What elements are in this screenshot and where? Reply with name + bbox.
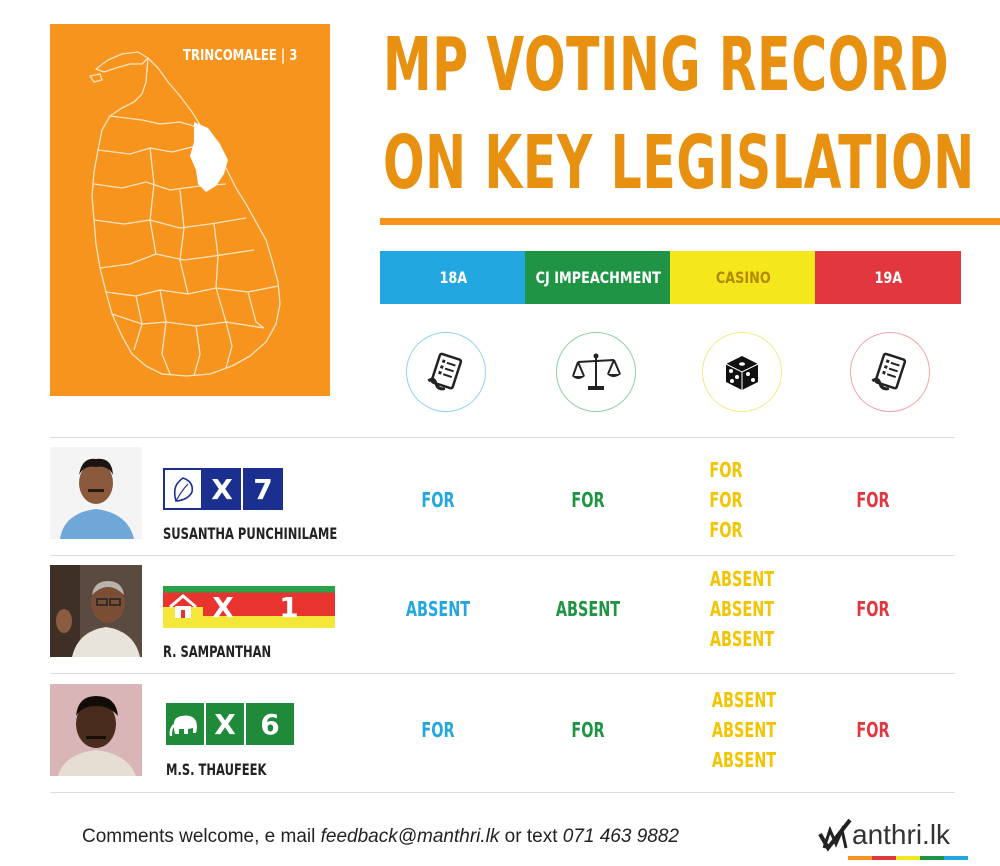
vote-19a: FOR — [856, 488, 890, 512]
district-label: TRINCOMALEE | 3 — [183, 46, 298, 64]
district-map-panel: TRINCOMALEE | 3 — [50, 24, 330, 396]
logo-text: anthri.lk — [852, 819, 951, 850]
row-divider — [50, 792, 955, 793]
vote-18a: ABSENT — [405, 597, 471, 621]
checkmark-m-icon — [818, 818, 852, 852]
mp-photo — [50, 565, 142, 657]
vote-casino: FOR — [709, 458, 743, 482]
preference-number: 7 — [243, 468, 283, 510]
vote-casino: FOR — [709, 488, 743, 512]
vote-cj-impeachment: FOR — [571, 718, 605, 742]
vote-cj-impeachment: FOR — [571, 488, 605, 512]
sri-lanka-map-icon — [89, 51, 281, 377]
elephant-icon — [166, 703, 206, 745]
vote-18a: FOR — [421, 488, 455, 512]
footer-contact: Comments welcome, e mail feedback@manthr… — [82, 826, 679, 847]
row-divider — [50, 437, 955, 438]
vote-casino: ABSENT — [711, 718, 777, 742]
legislation-header-casino: CASINO — [670, 251, 816, 304]
x-mark: X — [203, 586, 243, 628]
contact-phone: 071 463 9882 — [562, 826, 679, 847]
logo-color-bar — [848, 856, 968, 860]
vote-19a: FOR — [856, 718, 890, 742]
legislation-header-18a: 18A — [380, 251, 526, 304]
preference-number: 6 — [246, 703, 294, 745]
mp-photo — [50, 447, 142, 539]
vote-cj-impeachment: ABSENT — [555, 597, 621, 621]
x-mark: X — [206, 703, 246, 745]
vote-18a: FOR — [421, 718, 455, 742]
vote-casino: ABSENT — [711, 688, 777, 712]
row-divider — [50, 673, 955, 674]
feedback-email-link[interactable]: feedback@manthri.lk — [320, 826, 500, 847]
page-title-line-2: ON KEY LEGISLATION — [383, 120, 975, 206]
vote-casino: ABSENT — [709, 597, 775, 621]
mp-name: SUSANTHA PUNCHINILAME — [163, 524, 338, 543]
document-icon — [406, 332, 486, 412]
mp-photo — [50, 684, 142, 776]
betel-leaf-icon — [163, 468, 203, 510]
vote-casino: ABSENT — [709, 567, 775, 591]
party-preference-badge: X 6 — [166, 703, 294, 745]
page-title-line-1: MP VOTING RECORD — [383, 22, 950, 108]
row-divider — [50, 555, 955, 556]
party-preference-badge: X 7 — [163, 468, 283, 510]
preference-number: 1 — [243, 586, 335, 628]
x-mark: X — [203, 468, 243, 510]
house-icon — [163, 586, 203, 628]
vote-casino: ABSENT — [709, 627, 775, 651]
vote-19a: FOR — [856, 597, 890, 621]
legislation-header-19a: 19A — [815, 251, 961, 304]
mp-name: R. SAMPANTHAN — [163, 642, 272, 661]
dice-icon — [702, 332, 782, 412]
scales-icon — [556, 332, 636, 412]
mp-name: M.S. THAUFEEK — [166, 760, 267, 779]
document-icon — [850, 332, 930, 412]
party-preference-badge: X 1 — [163, 586, 335, 628]
trincomalee-district-highlight — [190, 122, 228, 192]
vote-casino: ABSENT — [711, 748, 777, 772]
manthri-logo: anthri.lk — [818, 818, 968, 860]
title-underline — [380, 218, 1000, 225]
legislation-header-cj-impeachment: CJ IMPEACHMENT — [525, 251, 671, 304]
vote-casino: FOR — [709, 518, 743, 542]
